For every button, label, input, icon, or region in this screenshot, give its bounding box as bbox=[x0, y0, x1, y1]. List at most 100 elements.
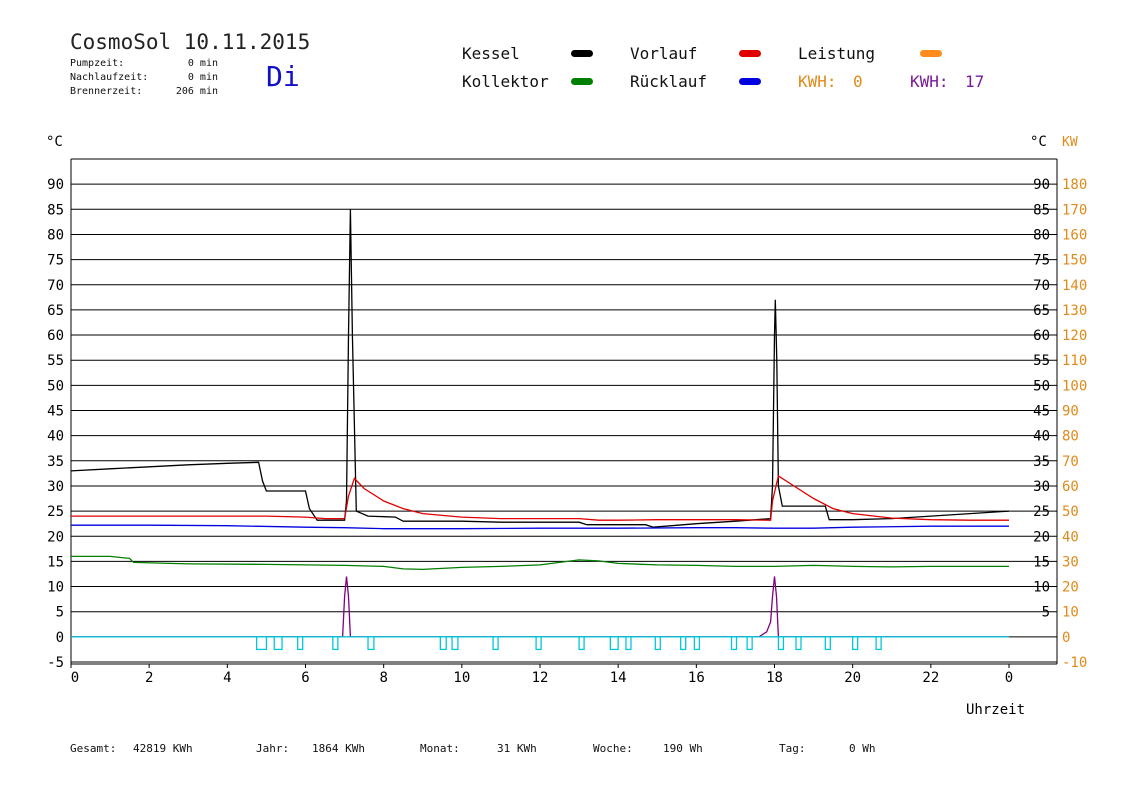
y-tick-right-power: 70 bbox=[1062, 454, 1079, 470]
y-tick-left: 80 bbox=[47, 227, 64, 243]
footer-monat-value: 31 KWh bbox=[497, 742, 537, 755]
stat-nachlaufzeit-value: 0 min bbox=[187, 72, 218, 83]
x-tick: 8 bbox=[379, 670, 387, 686]
y-tick-left: 5 bbox=[56, 605, 64, 621]
y-axis-label-power: KW bbox=[1062, 135, 1078, 150]
y-tick-left: 70 bbox=[47, 278, 64, 294]
y-tick-left: 60 bbox=[47, 328, 64, 344]
x-tick: 12 bbox=[532, 670, 549, 686]
stat-nachlaufzeit-label: Nachlaufzeit: bbox=[70, 72, 149, 83]
stat-brennerzeit-label: Brennerzeit: bbox=[70, 86, 143, 97]
pump-pulse bbox=[730, 636, 738, 651]
y-tick-right-power: 120 bbox=[1062, 328, 1087, 344]
page-title: CosmoSol 10.11.2015 bbox=[70, 30, 311, 54]
legend-kessel-swatch bbox=[571, 50, 593, 57]
series-kessel bbox=[70, 209, 1010, 528]
series-vorlauf bbox=[71, 474, 1009, 521]
y-tick-right-temp: 90 bbox=[1033, 177, 1050, 193]
y-tick-right-temp: 55 bbox=[1033, 353, 1050, 369]
y-tick-left: -5 bbox=[47, 655, 64, 671]
x-tick: 18 bbox=[766, 670, 783, 686]
y-tick-right-temp: 50 bbox=[1033, 378, 1050, 394]
y-tick-right-power: 150 bbox=[1062, 253, 1087, 269]
legend-kessel-label: Kessel bbox=[462, 44, 520, 63]
y-tick-right-power: 40 bbox=[1062, 529, 1079, 545]
pump-pulse bbox=[297, 636, 304, 651]
y-tick-right-temp: 85 bbox=[1033, 202, 1050, 218]
y-tick-right-temp: 25 bbox=[1033, 504, 1050, 520]
stat-pumpzeit-value: 0 min bbox=[187, 58, 218, 69]
y-tick-right-power: 50 bbox=[1062, 504, 1079, 520]
stat-pumpzeit-label: Pumpzeit: bbox=[70, 58, 125, 69]
footer-woche-value: 190 Wh bbox=[663, 742, 703, 755]
pump-pulse bbox=[332, 636, 339, 651]
y-tick-left: 75 bbox=[47, 253, 64, 269]
footer-woche-label: Woche: bbox=[593, 742, 633, 755]
footer-tag-value: 0 Wh bbox=[849, 742, 876, 755]
y-tick-right-power: 110 bbox=[1062, 353, 1087, 369]
y-tick-right-power: 90 bbox=[1062, 404, 1079, 420]
y-tick-left: 15 bbox=[47, 554, 64, 570]
pump-pulse bbox=[875, 636, 882, 651]
pump-pulse bbox=[746, 636, 753, 651]
x-tick: 0 bbox=[71, 670, 79, 686]
legend-ruecklauf-swatch bbox=[739, 78, 761, 85]
footer-tag-label: Tag: bbox=[779, 742, 806, 755]
y-tick-right-power: 160 bbox=[1062, 227, 1087, 243]
kwh-purple-label: KWH: bbox=[910, 72, 949, 91]
x-tick: 16 bbox=[688, 670, 705, 686]
y-tick-right-temp: 65 bbox=[1033, 303, 1050, 319]
footer-gesamt-value: 42819 KWh bbox=[133, 742, 193, 755]
y-tick-right-temp: 40 bbox=[1033, 429, 1050, 445]
legend-leistung-label: Leistung bbox=[798, 44, 876, 63]
pump-pulse bbox=[625, 636, 632, 651]
y-tick-left: 0 bbox=[56, 630, 64, 646]
chart-grid bbox=[70, 158, 1058, 665]
y-tick-right-temp: 15 bbox=[1033, 554, 1050, 570]
series-leistung bbox=[71, 576, 1009, 638]
pump-pulse bbox=[492, 636, 499, 651]
chart-series bbox=[70, 209, 1010, 651]
y-tick-right-power: 0 bbox=[1062, 630, 1070, 646]
x-tick: 22 bbox=[922, 670, 939, 686]
x-tick: 2 bbox=[145, 670, 153, 686]
y-tick-left: 90 bbox=[47, 177, 64, 193]
y-tick-left: 40 bbox=[47, 429, 64, 445]
x-tick: 6 bbox=[301, 670, 309, 686]
pump-pulse bbox=[451, 636, 459, 651]
kwh-orange-label: KWH: bbox=[798, 72, 837, 91]
y-tick-right-power: 100 bbox=[1062, 378, 1087, 394]
y-tick-left: 50 bbox=[47, 378, 64, 394]
pump-pulse bbox=[255, 636, 268, 651]
pump-pulse bbox=[439, 636, 447, 651]
legend-leistung-swatch bbox=[920, 50, 942, 57]
legend-vorlauf-swatch bbox=[739, 50, 761, 57]
pump-pulse bbox=[693, 636, 701, 651]
pump-pulse bbox=[367, 636, 375, 651]
y-tick-right-temp: 45 bbox=[1033, 404, 1050, 420]
kwh-orange-value: 0 bbox=[853, 72, 863, 91]
footer-monat-label: Monat: bbox=[420, 742, 460, 755]
y-tick-right-power: 60 bbox=[1062, 479, 1079, 495]
pump-pulse bbox=[535, 636, 542, 651]
pump-pulse bbox=[824, 636, 831, 651]
stat-brennerzeit-value: 206 min bbox=[175, 86, 218, 97]
weekday-label: Di bbox=[266, 60, 300, 93]
x-tick: 20 bbox=[844, 670, 861, 686]
y-tick-right-power: 170 bbox=[1062, 202, 1087, 218]
y-tick-right-power: 80 bbox=[1062, 429, 1079, 445]
series-kollektor bbox=[71, 555, 1009, 571]
y-tick-left: 10 bbox=[47, 580, 64, 596]
pump-pulse bbox=[680, 636, 687, 651]
pump-pulse bbox=[273, 636, 283, 651]
x-tick: 4 bbox=[223, 670, 231, 686]
kwh-purple-value: 17 bbox=[965, 72, 985, 91]
footer-jahr-label: Jahr: bbox=[256, 742, 290, 755]
y-tick-left: 25 bbox=[47, 504, 64, 520]
x-tick: 14 bbox=[610, 670, 627, 686]
y-tick-right-power: 140 bbox=[1062, 278, 1087, 294]
y-tick-left: 45 bbox=[47, 404, 64, 420]
y-tick-left: 35 bbox=[47, 454, 64, 470]
x-tick: 0 bbox=[1005, 670, 1013, 686]
footer-jahr-value: 1864 KWh bbox=[312, 742, 365, 755]
